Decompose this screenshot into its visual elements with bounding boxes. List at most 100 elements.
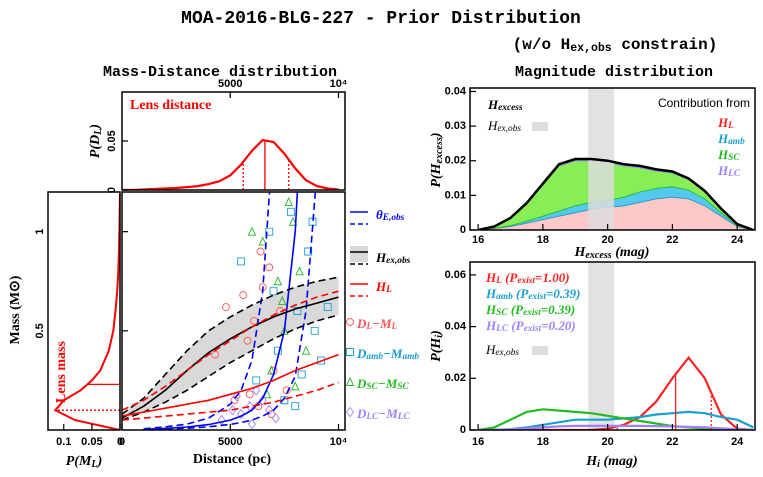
legend-band-swatch (532, 122, 548, 131)
point (252, 385, 261, 396)
text-part: (mag) (612, 245, 650, 260)
x-tick-label: 20 (602, 436, 614, 448)
text-part: L (385, 285, 392, 295)
text-part: exist (523, 308, 541, 318)
legend-marker (345, 376, 355, 386)
frame (47, 191, 121, 431)
point (301, 345, 311, 355)
text-part: i (434, 335, 445, 338)
text-part: =0.20) (541, 318, 576, 333)
x-tick-label: 0.05 (81, 436, 102, 448)
text-part: excess (498, 103, 523, 113)
point (256, 247, 265, 256)
point (230, 396, 239, 405)
x-tick-label: 24 (731, 436, 744, 448)
panel-title: Magnitude distribution (515, 64, 713, 81)
x-tick-label: 20 (602, 234, 614, 246)
text-part: H (485, 302, 497, 317)
legend-marker (346, 318, 354, 326)
total-line (477, 157, 754, 230)
text-part: =0.39) (541, 302, 576, 317)
text-part: constrain) (612, 36, 718, 54)
text-part: H (717, 163, 729, 178)
legend-swatch (350, 246, 368, 262)
legend-entry: Hex,obs (375, 250, 411, 266)
y-axis-label: P(DL) (88, 124, 104, 158)
y-tick-label: 0.04 (445, 85, 467, 97)
point (247, 226, 257, 236)
text-part: ex,obs (495, 348, 519, 358)
legend-title: Contribution from (658, 96, 750, 110)
point (271, 412, 280, 424)
x-axis-label: Distance (pc) (193, 452, 271, 467)
pdf-line (478, 424, 754, 430)
y-tick-label: 0.02 (445, 372, 466, 384)
y-tick-label: 0 (460, 424, 466, 436)
text-part: SC (728, 153, 740, 163)
y-tick-label: 0 (106, 187, 118, 193)
plot-area (122, 138, 339, 190)
text-part: ) (429, 132, 444, 139)
text-part: =1.00) (535, 270, 570, 285)
x-tick-label: 22 (666, 234, 678, 246)
pdf-line (477, 408, 754, 430)
text-part: (w/o H (513, 36, 571, 54)
plot-area (477, 88, 754, 230)
text-part: D (356, 346, 367, 361)
y-tick-label: 0.05 (106, 130, 118, 151)
text-part: SC (366, 382, 378, 392)
x-tick-label: 18 (537, 234, 549, 246)
text-part: L (90, 459, 97, 470)
text-part: ) (96, 454, 103, 469)
panel-title: Mass-Distance distribution (103, 64, 337, 81)
legend-entry: Hamb (Pexist=0.39) (485, 286, 580, 302)
x-tick-label: 16 (472, 436, 484, 448)
point (310, 326, 319, 335)
y-axis-label: Mass (M⊙) (8, 275, 23, 344)
point (288, 216, 298, 226)
point (323, 303, 332, 311)
text-part: exist (524, 324, 542, 334)
legend-entry: HL (717, 115, 734, 131)
text-part: −M (383, 346, 403, 361)
legend-band-label: Hex,obs (487, 118, 521, 134)
point (284, 196, 293, 206)
text-part: ex,obs (386, 256, 410, 266)
text-part: H (574, 245, 587, 260)
y-tick-label: 0.03 (445, 120, 466, 132)
x-tick-label: 22 (666, 436, 678, 448)
legend-entry: HL (Pexist=1.00) (485, 270, 570, 286)
legend-entry: θE,obs (376, 207, 405, 223)
text-part: P(M (66, 454, 92, 469)
text-part: =0.39) (546, 286, 581, 301)
text-part: exist (528, 292, 546, 302)
x-tick-label: 0 (117, 436, 123, 448)
text-part: amb (366, 352, 383, 362)
text-part: L (365, 322, 372, 332)
text-part: ) (429, 330, 444, 337)
text-part: L (93, 129, 104, 136)
legend-band-label: Hex,obs (485, 342, 519, 358)
point (265, 227, 274, 236)
curve (143, 192, 299, 430)
text-part: H (717, 131, 729, 146)
annotation: Lens distance (130, 98, 211, 113)
point (237, 408, 246, 420)
pdf-line (53, 192, 120, 430)
legend-marker (345, 406, 355, 418)
text-part: H (375, 250, 387, 265)
text-part: D (356, 406, 367, 421)
point (280, 325, 289, 335)
legend-total: Hexcess (487, 97, 523, 113)
text-part: P(D (88, 135, 103, 158)
text-part: ) (88, 124, 103, 131)
y-tick-label: 0.06 (445, 269, 466, 281)
annotation: Lens mass (54, 341, 69, 403)
y-tick-label: 1 (34, 229, 46, 235)
text-part: H (485, 270, 497, 285)
point (267, 365, 276, 375)
plot-area (122, 192, 339, 430)
point (221, 303, 230, 311)
legend-entry: DLC−MLC (356, 406, 410, 422)
